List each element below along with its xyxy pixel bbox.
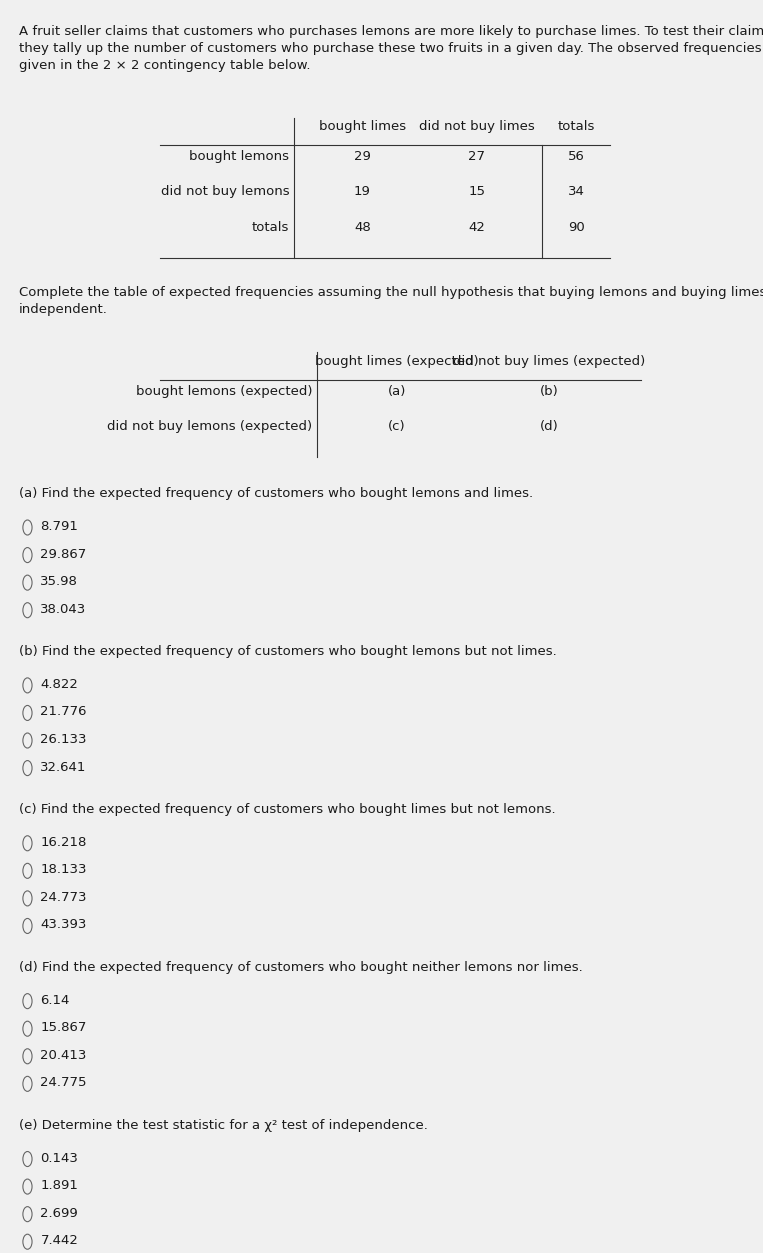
Text: 56: 56 [568,150,584,163]
Text: bought lemons: bought lemons [189,150,289,163]
Text: 29.867: 29.867 [40,548,87,560]
Text: did not buy limes (expected): did not buy limes (expected) [453,355,645,367]
Text: 4.822: 4.822 [40,678,79,690]
Text: 32.641: 32.641 [40,761,87,773]
Text: (d) Find the expected frequency of customers who bought neither lemons nor limes: (d) Find the expected frequency of custo… [19,961,583,974]
Text: 18.133: 18.133 [40,863,87,876]
Text: 48: 48 [354,221,371,233]
Text: Complete the table of expected frequencies assuming the null hypothesis that buy: Complete the table of expected frequenci… [19,286,763,316]
Text: 35.98: 35.98 [40,575,79,588]
Text: totals: totals [252,221,289,233]
Text: 15.867: 15.867 [40,1021,87,1034]
Text: 16.218: 16.218 [40,836,87,848]
Text: did not buy lemons: did not buy lemons [160,185,289,198]
Text: (c): (c) [388,420,406,432]
Text: 26.133: 26.133 [40,733,87,746]
Text: bought lemons (expected): bought lemons (expected) [136,385,312,397]
Text: 2.699: 2.699 [40,1207,78,1219]
Text: 0.143: 0.143 [40,1152,79,1164]
Text: (b) Find the expected frequency of customers who bought lemons but not limes.: (b) Find the expected frequency of custo… [19,645,557,658]
Text: 19: 19 [354,185,371,198]
Text: (a) Find the expected frequency of customers who bought lemons and limes.: (a) Find the expected frequency of custo… [19,487,533,500]
Text: 27: 27 [468,150,485,163]
Text: (a): (a) [388,385,406,397]
Text: 15: 15 [468,185,485,198]
Text: bought limes (expected): bought limes (expected) [315,355,478,367]
Text: 43.393: 43.393 [40,918,87,931]
Text: 1.891: 1.891 [40,1179,79,1192]
Text: (d): (d) [540,420,559,432]
Text: 8.791: 8.791 [40,520,79,533]
Text: 38.043: 38.043 [40,603,87,615]
Text: 90: 90 [568,221,584,233]
Text: 34: 34 [568,185,584,198]
Text: (c) Find the expected frequency of customers who bought limes but not lemons.: (c) Find the expected frequency of custo… [19,803,555,816]
Text: 29: 29 [354,150,371,163]
Text: 24.775: 24.775 [40,1076,87,1089]
Text: 24.773: 24.773 [40,891,87,903]
Text: did not buy lemons (expected): did not buy lemons (expected) [107,420,312,432]
Text: (e) Determine the test statistic for a χ² test of independence.: (e) Determine the test statistic for a χ… [19,1119,428,1131]
Text: bought limes: bought limes [319,120,406,133]
Text: 21.776: 21.776 [40,705,87,718]
Text: did not buy limes: did not buy limes [419,120,535,133]
Text: 6.14: 6.14 [40,994,69,1006]
Text: 42: 42 [468,221,485,233]
Text: (b): (b) [540,385,559,397]
Text: 7.442: 7.442 [40,1234,79,1247]
Text: 20.413: 20.413 [40,1049,87,1061]
Text: A fruit seller claims that customers who purchases lemons are more likely to pur: A fruit seller claims that customers who… [19,25,763,73]
Text: totals: totals [558,120,594,133]
